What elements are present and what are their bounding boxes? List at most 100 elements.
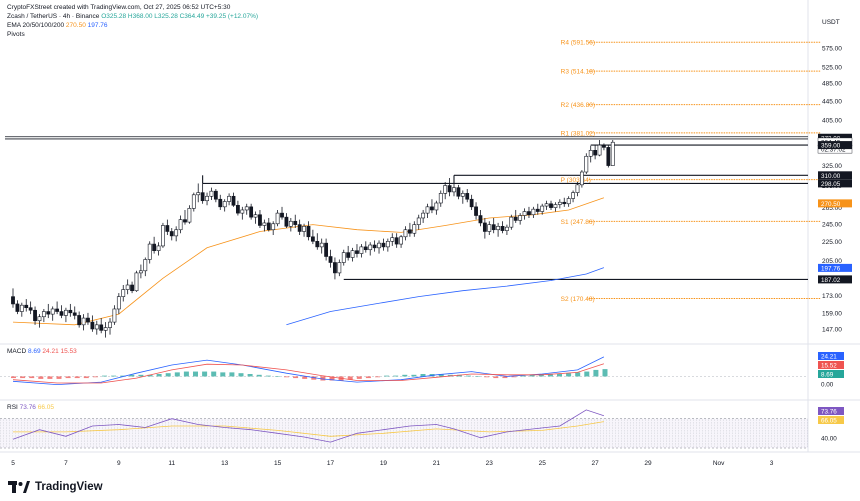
ema-label: EMA 20/50/100/200 <box>7 22 65 29</box>
symbol-title: Zcash / TetherUS · 4h · Binance <box>7 13 100 20</box>
candle-body <box>244 206 249 211</box>
macd-histogram-bar <box>102 375 107 377</box>
candle <box>438 190 443 207</box>
candle <box>597 139 602 157</box>
candle <box>209 187 214 200</box>
macd-histogram-bar <box>484 376 490 378</box>
candle <box>116 293 121 315</box>
x-tick-label: 7 <box>64 460 68 467</box>
candle-body <box>509 216 514 228</box>
candle <box>544 200 549 210</box>
candle-body <box>412 224 417 234</box>
candle-body <box>434 202 439 211</box>
candle <box>337 259 342 277</box>
candle <box>28 301 33 315</box>
candle <box>355 244 359 258</box>
macd-histogram-bar <box>111 375 117 377</box>
candle-body <box>33 309 37 322</box>
macd-tick-label: 15.52 <box>821 363 837 370</box>
candle-body <box>505 226 509 231</box>
candle <box>425 203 430 218</box>
pivot-label: S1 (247.86) <box>561 219 595 226</box>
macd-histogram-bar <box>329 376 335 381</box>
macd-histogram-bar <box>174 372 180 377</box>
tradingview-footer[interactable]: TradingView <box>8 481 103 493</box>
price-tag-label: 270.50 <box>821 201 841 208</box>
candle <box>174 226 179 242</box>
candle-body <box>249 206 254 218</box>
candle <box>566 196 571 207</box>
candle <box>178 215 183 234</box>
candle-body <box>390 237 395 242</box>
candle-body <box>315 241 320 248</box>
candle <box>72 306 77 320</box>
candle-body <box>487 224 492 232</box>
candle <box>588 145 593 163</box>
candle <box>147 241 152 264</box>
candle <box>553 202 558 212</box>
tradingview-brand: TradingView <box>35 481 103 493</box>
candle <box>59 305 64 319</box>
macd-histogram-bar <box>302 376 308 379</box>
ohlc-readout: O325.28 H368.00 L325.28 C364.49 +39.25 (… <box>101 13 259 20</box>
candle <box>231 192 236 207</box>
candle-body <box>99 324 104 331</box>
candle-body <box>72 312 77 316</box>
candle-body <box>178 219 183 231</box>
candle-body <box>416 217 421 225</box>
macd-histogram-bar <box>47 376 53 379</box>
candle-body <box>161 225 165 247</box>
candle-body <box>385 241 390 248</box>
candle-body <box>438 193 443 204</box>
candle <box>505 224 509 236</box>
price-tag-bg <box>818 133 852 142</box>
macd-tag-bg <box>818 361 844 369</box>
macd-tick-label: 0.00 <box>821 382 834 389</box>
price-axis-tag: 310.00 <box>818 171 852 180</box>
ema-legend[interactable]: EMA 20/50/100/200 270.50 197.76 <box>7 21 258 30</box>
candle-body <box>302 226 306 232</box>
candle-body <box>549 203 553 208</box>
candle <box>509 214 514 230</box>
candle <box>310 229 315 245</box>
pivots-legend[interactable]: Pivots <box>7 31 25 38</box>
candle-body <box>50 308 55 315</box>
candle <box>584 153 589 174</box>
macd-legend[interactable]: MACD 8.69 24.21 15.53 <box>7 348 77 355</box>
candle-body <box>407 229 412 234</box>
candle <box>130 281 134 294</box>
macd-histogram-bar <box>547 374 553 377</box>
candle <box>213 189 218 203</box>
candle-body <box>372 244 377 249</box>
candle-body <box>452 187 456 193</box>
candle <box>377 240 381 254</box>
macd-histogram-bar <box>183 371 189 377</box>
candle-body <box>90 321 95 330</box>
candle-body <box>527 211 531 216</box>
candle <box>385 238 390 252</box>
candle-body <box>24 304 29 309</box>
candle-body <box>55 308 60 312</box>
candle <box>271 221 276 236</box>
candle <box>372 240 377 252</box>
ema50-line <box>12 197 605 326</box>
macd-histogram-bar <box>566 373 572 377</box>
x-tick-label: 11 <box>168 460 175 467</box>
macd-tag-bg <box>818 352 844 360</box>
rsi-legend[interactable]: RSI 73.76 66.05 <box>7 404 54 411</box>
candle-body <box>200 192 205 202</box>
rsi-band <box>0 418 808 448</box>
macd-histogram-bar <box>456 374 462 377</box>
candle-body <box>253 214 258 218</box>
candle <box>134 270 139 292</box>
x-tick-label: 17 <box>327 460 335 467</box>
macd-tag-bg <box>818 370 844 378</box>
pivot-label: S2 (170.48) <box>561 296 595 303</box>
candle <box>284 213 289 229</box>
candle <box>165 219 170 236</box>
candle <box>302 223 306 237</box>
candle-body <box>443 185 448 194</box>
candle-body <box>518 215 523 221</box>
tradingview-logo-icon <box>8 481 30 493</box>
